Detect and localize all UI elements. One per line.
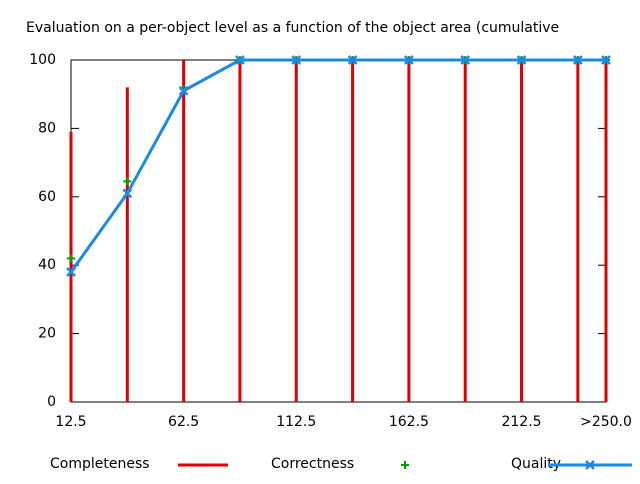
marker	[66, 267, 76, 277]
marker	[235, 55, 245, 65]
x-tick-label: 62.5	[168, 414, 199, 430]
marker	[122, 188, 133, 199]
x-tick-label: 162.5	[389, 414, 429, 430]
marker	[347, 55, 358, 65]
marker	[291, 55, 302, 65]
legend-swatch	[401, 461, 409, 469]
x-tick-label: 12.5	[55, 414, 86, 430]
point	[67, 254, 75, 263]
legend-label: Completeness	[50, 456, 150, 472]
marker	[516, 55, 527, 65]
x-tick-label: 112.5	[276, 414, 316, 430]
line	[69, 58, 606, 273]
legend-label: Correctness	[271, 456, 354, 472]
y-tick-label: 20	[38, 326, 56, 342]
chart-title: Evaluation on a per-object level as a fu…	[26, 20, 559, 36]
marker	[404, 55, 414, 65]
marker	[601, 55, 611, 65]
legend-swatch	[585, 460, 595, 470]
y-tick-label: 60	[38, 189, 56, 205]
x-tick-label: >250.0	[580, 414, 632, 430]
y-tick-label: 0	[47, 394, 56, 410]
y-tick-label: 100	[29, 52, 56, 68]
y-tick-label: 80	[38, 120, 56, 136]
marker	[460, 55, 471, 65]
marker	[178, 85, 189, 96]
legend-label: Quality	[511, 456, 561, 472]
point	[123, 177, 132, 186]
plot-border	[70, 59, 607, 403]
y-tick-label: 40	[38, 257, 56, 273]
marker	[572, 55, 583, 65]
x-tick-label: 212.5	[501, 414, 541, 430]
